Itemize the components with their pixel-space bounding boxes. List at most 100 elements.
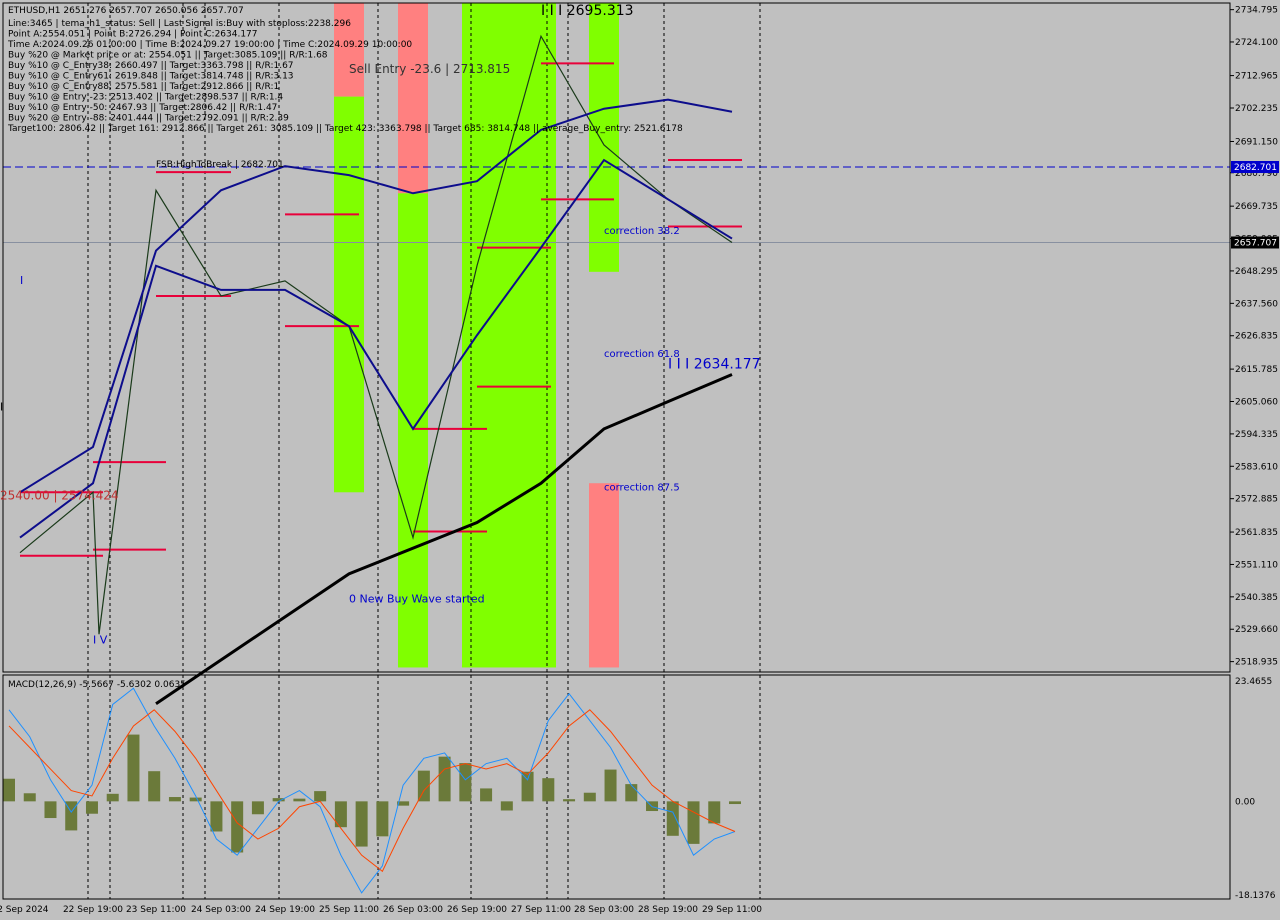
macd-bar-28 (583, 792, 596, 802)
macd-bar-26 (542, 778, 555, 802)
macd-bar-30 (625, 784, 638, 802)
zone-0 (334, 3, 364, 97)
info-line-8: Buy %10 @ Entry -50: 2467.93 || Target:2… (8, 103, 277, 113)
info-line-2: Time A:2024.09.26 01:00:00 | Time B:2024… (7, 40, 412, 50)
macd-bar-10 (210, 801, 223, 832)
macd-bar-6 (127, 734, 140, 802)
macd-label: MACD(12,26,9) -5.5667 -5.6302 0.0635 (8, 680, 186, 690)
macd-bar-27 (563, 799, 576, 802)
indicator-line-0 (155, 373, 733, 705)
zone-6 (589, 483, 619, 668)
price-tick-label-20: 2518.935 (1235, 658, 1278, 668)
info-line-0: Line:3465 | tema_h1_status: Sell | Last … (8, 19, 351, 29)
current-price-tag (1231, 236, 1279, 249)
time-label-7: 26 Sep 19:00 (447, 905, 507, 915)
annotation-1: Sell Entry -23.6 | 2713.815 (349, 62, 510, 76)
price-tick-label-3: 2702.235 (1235, 104, 1278, 114)
macd-tick-label-2: -18.1376 (1235, 891, 1276, 901)
annotation-3: correction 38.2 (604, 226, 680, 237)
price-tick-label-2: 2712.965 (1235, 72, 1278, 82)
price-tick-label-12: 2605.060 (1235, 398, 1278, 408)
annotation-0: I I I 2695.313 (541, 3, 634, 19)
macd-bar-33 (687, 801, 700, 844)
indicator-line-2 (19, 158, 733, 539)
annotations: ETHUSD,H1 2651.276 2657.707 2650.056 265… (0, 3, 761, 646)
annotation-11: I (0, 401, 3, 414)
macd-bar-0 (3, 778, 15, 802)
macd-panel-border (2, 674, 1231, 900)
macd-bar-2 (44, 801, 57, 819)
macd-bar-1 (23, 793, 36, 802)
time-label-9: 28 Sep 03:00 (574, 905, 634, 915)
price-tick-label-1: 2724.100 (1235, 38, 1278, 48)
zone-1 (334, 96, 364, 493)
price-tick-label-13: 2594.335 (1235, 430, 1278, 440)
indicator-lines (19, 98, 733, 705)
fsb-price-tag-label: 2682.701 (1234, 163, 1277, 173)
macd-bar-29 (604, 769, 617, 802)
macd-bar-35 (729, 801, 741, 805)
info-line-5: Buy %10 @ C_Entry61: 2619.848 || Target:… (8, 72, 294, 82)
price-tick-label-4: 2691.150 (1235, 137, 1278, 147)
price-tick-label-11: 2615.785 (1235, 365, 1278, 375)
price-tick-label-6: 2669.735 (1235, 202, 1278, 212)
macd-bar-15 (314, 791, 327, 802)
time-label-11: 29 Sep 11:00 (702, 905, 762, 915)
macd-bar-21 (438, 756, 451, 802)
macd-bar-11 (231, 801, 244, 853)
time-label-8: 27 Sep 11:00 (511, 905, 571, 915)
macd-bar-17 (355, 801, 368, 847)
time-label-4: 24 Sep 19:00 (255, 905, 315, 915)
price-tick-label-19: 2529.660 (1235, 625, 1278, 635)
macd-bar-5 (106, 793, 119, 802)
macd-bar-32 (666, 801, 679, 836)
info-line-4: Buy %10 @ C_Entry38: 2660.497 || Target:… (8, 61, 294, 71)
time-label-6: 26 Sep 03:00 (383, 905, 443, 915)
price-tick-label-18: 2540.385 (1235, 593, 1278, 603)
macd-bar-14 (293, 798, 306, 802)
annotation-10: I (20, 274, 23, 287)
price-tick-label-5: 2680.790 (1235, 169, 1278, 179)
info-line-7: Buy %10 @ Entry -23: 2513.402 || Target:… (8, 93, 283, 103)
zone-5 (589, 3, 619, 272)
price-tick-label-10: 2626.835 (1235, 332, 1278, 342)
time-label-3: 24 Sep 03:00 (191, 905, 251, 915)
price-tick-label-14: 2583.610 (1235, 462, 1278, 472)
info-line-9: Buy %20 @ Entry -88: 2401.444 || Target:… (8, 114, 289, 124)
annotation-7: 2540.00 | 2574.424 (0, 489, 119, 503)
macd-bar-7 (148, 771, 161, 802)
price-tick-label-0: 2734.795 (1235, 6, 1278, 16)
current-price-tag-label: 2657.707 (1234, 238, 1277, 248)
separator-lines (3, 3, 1230, 899)
info-line-6: Buy %10 @ C_Entry88: 2575.581 || Target:… (8, 82, 279, 92)
time-label-5: 25 Sep 11:00 (319, 905, 379, 915)
macd-bar-24 (500, 801, 513, 811)
info-line-10: Target100: 2806.42 || Target 161: 2912.8… (7, 124, 683, 134)
time-label-2: 23 Sep 11:00 (126, 905, 186, 915)
price-panel-border (2, 2, 1231, 673)
annotation-2: FSB:HighToBreak | 2682.701 (156, 160, 284, 170)
price-tick-label-17: 2551.110 (1235, 560, 1278, 570)
price-tick-label-16: 2561.835 (1235, 528, 1278, 538)
macd-bar-20 (417, 770, 430, 802)
fsb-price-tag (1231, 161, 1279, 174)
time-label-1: 22 Sep 19:00 (63, 905, 123, 915)
macd-bar-18 (376, 801, 389, 837)
time-label-0: 22 Sep 2024 (0, 905, 49, 915)
red-levels (20, 62, 742, 557)
macd-bar-19 (397, 801, 410, 806)
macd-signal-line (8, 709, 736, 873)
macd-bar-8 (168, 797, 181, 802)
info-line-3: Buy %20 @ Market price or at: 2554.051 |… (8, 51, 328, 61)
annotation-5: correction 87.5 (604, 482, 680, 493)
annotation-4: correction 61.8 (604, 349, 680, 360)
macd-bar-4 (85, 801, 98, 814)
macd-bar-12 (251, 801, 264, 815)
zone-2 (398, 3, 428, 194)
macd-panel: MACD(12,26,9) -5.5667 -5.6302 0.0635 23.4… (3, 677, 1276, 901)
macd-bar-16 (334, 801, 347, 828)
price-tick-label-9: 2637.560 (1235, 299, 1278, 309)
macd-bar-23 (480, 788, 493, 802)
